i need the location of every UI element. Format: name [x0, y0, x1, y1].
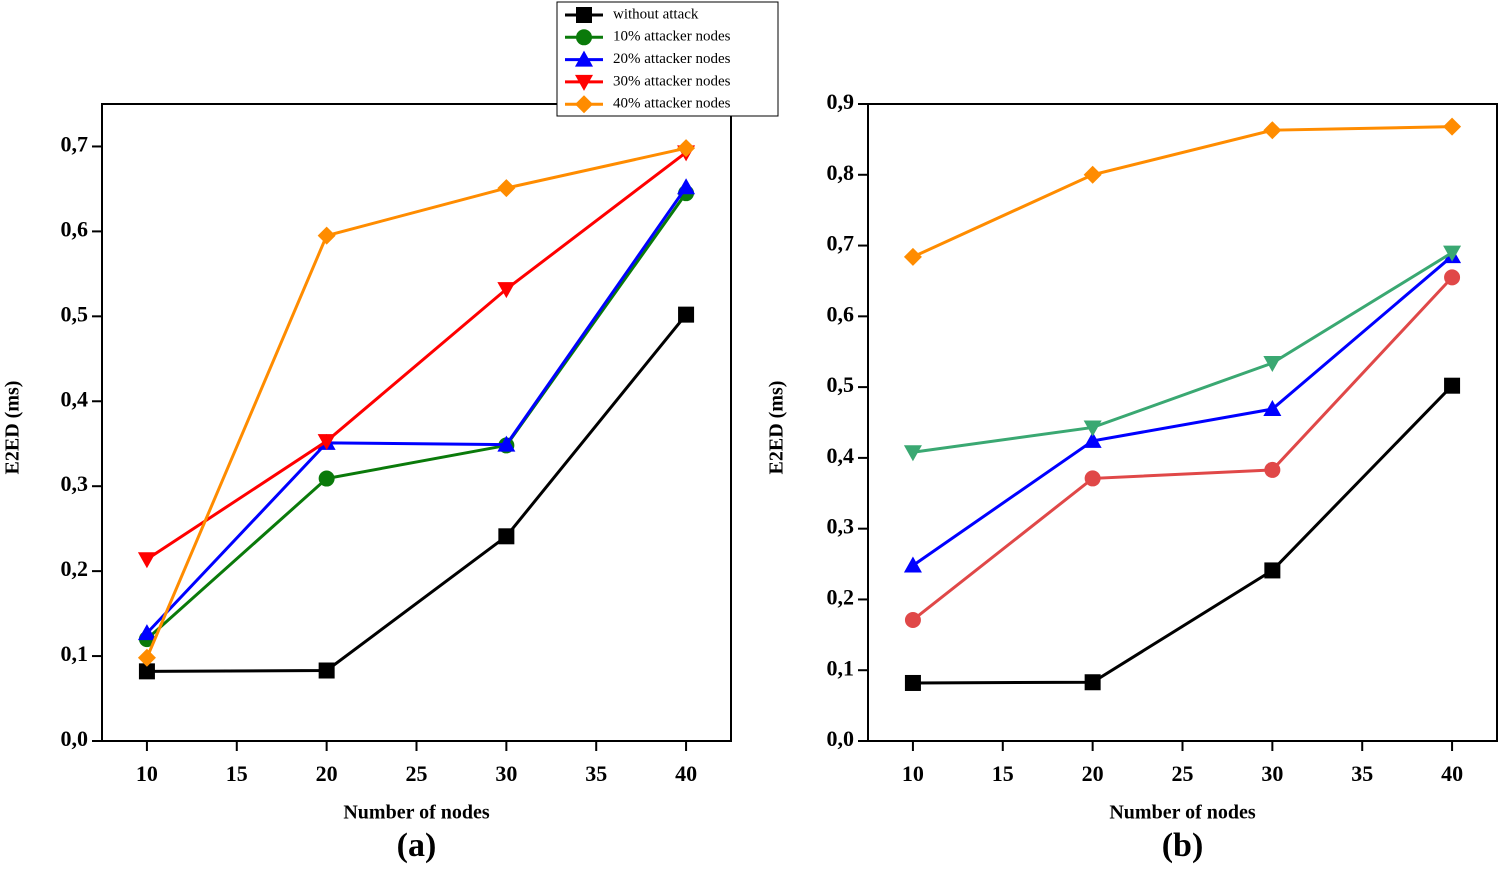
y-tick-label: 0,0 — [827, 726, 855, 751]
y-tick-label: 0,2 — [827, 584, 855, 609]
x-tick-label: 40 — [1441, 761, 1463, 786]
marker — [318, 662, 335, 679]
panel-label: (a) — [397, 827, 437, 864]
series-line — [145, 146, 687, 659]
marker — [137, 552, 156, 569]
marker — [1083, 165, 1102, 184]
marker — [1444, 377, 1461, 394]
marker — [903, 556, 922, 573]
marker — [137, 624, 156, 641]
x-tick-label: 25 — [1172, 761, 1194, 786]
plot-frame — [867, 103, 1498, 742]
x-axis-label: Number of nodes — [1109, 802, 1256, 824]
marker — [497, 282, 516, 299]
marker — [1263, 356, 1282, 373]
marker — [497, 435, 516, 452]
marker — [1264, 461, 1281, 478]
legend-label: 30% attacker nodes — [613, 73, 731, 89]
x-tick-label: 25 — [406, 761, 428, 786]
y-tick-label: 0,6 — [61, 216, 89, 241]
y-tick-label: 0,3 — [61, 471, 89, 496]
marker — [498, 528, 515, 545]
marker — [576, 29, 592, 46]
legend-label: 20% attacker nodes — [613, 51, 731, 67]
y-tick-label: 0,3 — [827, 514, 855, 539]
x-tick-label: 15 — [992, 761, 1014, 786]
marker — [1083, 431, 1102, 448]
y-tick-label: 0,0 — [61, 726, 89, 751]
marker — [575, 95, 593, 114]
x-tick-label: 30 — [495, 761, 517, 786]
y-tick-label: 0,6 — [827, 301, 855, 326]
x-tick-label: 10 — [902, 761, 924, 786]
y-tick-label: 0,5 — [61, 301, 89, 326]
x-tick-label: 35 — [585, 761, 607, 786]
series-line — [912, 255, 1454, 567]
y-tick-label: 0,1 — [827, 655, 855, 680]
y-tick-label: 0,2 — [61, 556, 89, 581]
marker — [903, 445, 922, 462]
marker — [137, 648, 156, 667]
series-line — [146, 151, 687, 561]
marker — [497, 179, 516, 198]
panel-label: (b) — [1162, 827, 1204, 864]
series-line — [912, 276, 1454, 622]
y-tick-label: 0,4 — [61, 386, 89, 411]
marker — [677, 139, 696, 158]
series-line — [145, 186, 688, 635]
y-tick-label: 0,5 — [827, 372, 855, 397]
marker — [904, 611, 921, 628]
x-tick-label: 20 — [316, 761, 338, 786]
marker — [903, 247, 922, 266]
legend-label: without attack — [613, 6, 699, 22]
marker — [576, 7, 592, 23]
marker — [1084, 470, 1101, 487]
marker — [1444, 269, 1461, 286]
series-line — [912, 384, 1454, 685]
marker — [1083, 420, 1102, 437]
marker — [575, 50, 593, 67]
legend: without attack 10% attacker nodes 20% atta… — [556, 1, 779, 117]
marker — [317, 226, 336, 245]
marker — [1443, 245, 1462, 262]
legend-label: 10% attacker nodes — [613, 29, 731, 45]
x-tick-label: 20 — [1082, 761, 1104, 786]
marker — [138, 663, 155, 680]
y-tick-label: 0,7 — [61, 132, 89, 157]
y-tick-label: 0,7 — [827, 231, 855, 256]
marker — [1264, 562, 1281, 579]
y-tick-label: 0,8 — [827, 160, 855, 185]
plot-frame — [101, 103, 732, 742]
y-axis-label: E2ED (ms) — [766, 381, 788, 475]
legend-label: 40% attacker nodes — [613, 96, 731, 112]
series-line — [912, 251, 1453, 454]
marker — [575, 74, 593, 91]
marker — [678, 306, 695, 323]
series-line — [145, 192, 688, 641]
y-tick-label: 0,9 — [827, 89, 855, 114]
x-tick-label: 15 — [226, 761, 248, 786]
marker — [318, 470, 335, 487]
x-axis-label: Number of nodes — [343, 802, 490, 824]
y-tick-label: 0,1 — [61, 641, 89, 666]
y-axis-label: E2ED (ms) — [2, 381, 24, 475]
x-tick-label: 30 — [1261, 761, 1283, 786]
y-tick-label: 0,4 — [827, 443, 855, 468]
marker — [1263, 121, 1282, 140]
marker — [317, 434, 336, 451]
marker — [1263, 400, 1282, 417]
marker — [904, 674, 921, 691]
x-tick-label: 10 — [136, 761, 158, 786]
x-tick-label: 35 — [1351, 761, 1373, 786]
marker — [1084, 674, 1101, 691]
x-tick-label: 40 — [675, 761, 697, 786]
series-line — [146, 313, 688, 673]
marker — [1443, 117, 1462, 136]
marker — [677, 178, 696, 195]
series-line — [912, 125, 1453, 259]
